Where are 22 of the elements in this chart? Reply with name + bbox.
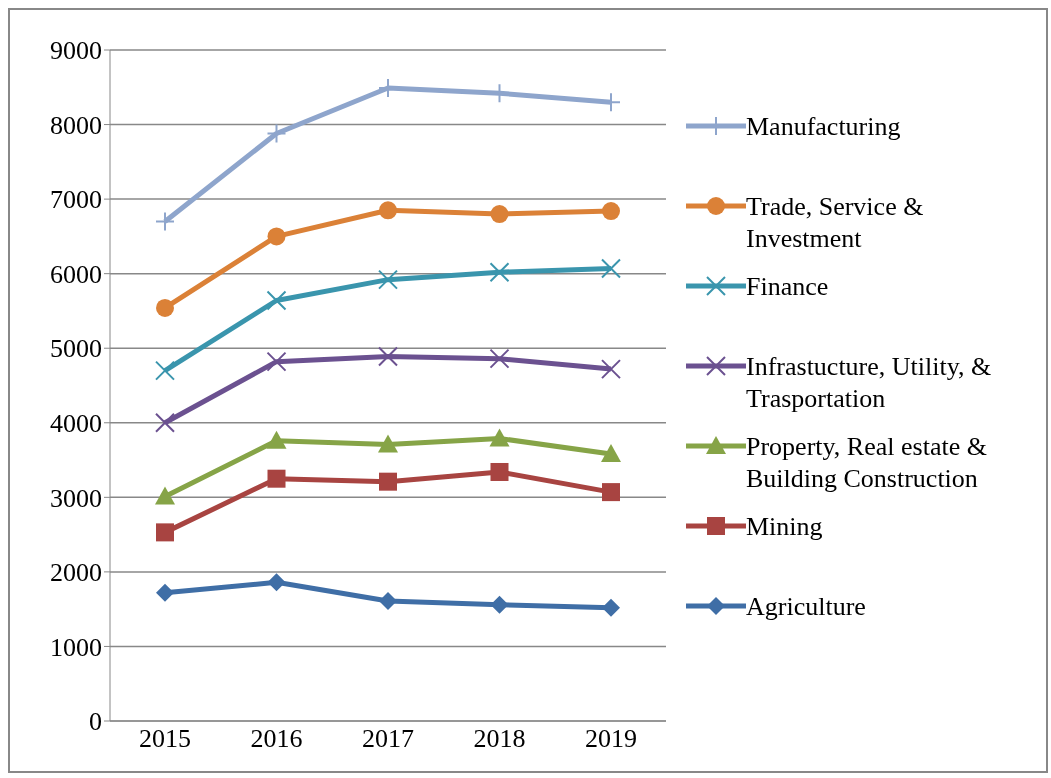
x-tick-label: 2017 [362,724,414,754]
y-tick-label: 3000 [50,483,102,513]
legend-label: Manufacturing [746,110,901,143]
y-tick-label: 4000 [50,409,102,439]
legend-label: Property, Real estate & Building Construction [746,430,988,495]
y-tick-label: 6000 [50,259,102,289]
legend-label: Mining [746,510,823,543]
y-tick-label: 1000 [50,632,102,662]
legend-label: Trade, Service & Investment [746,190,925,255]
y-tick-label: 0 [89,707,102,737]
x-tick-label: 2015 [139,724,191,754]
legend-label: Infrastucture, Utility, & Trasportation [746,350,993,415]
legend-label: Agriculture [746,590,866,623]
y-tick-label: 7000 [50,185,102,215]
y-tick-label: 9000 [50,36,102,66]
x-tick-label: 2018 [473,724,526,754]
y-tick-label: 5000 [50,334,102,364]
x-tick-label: 2019 [585,724,637,754]
y-tick-label: 2000 [50,558,102,588]
y-tick-label: 8000 [50,110,102,140]
legend-label: Finance [746,270,829,303]
x-tick-label: 2016 [250,724,303,754]
